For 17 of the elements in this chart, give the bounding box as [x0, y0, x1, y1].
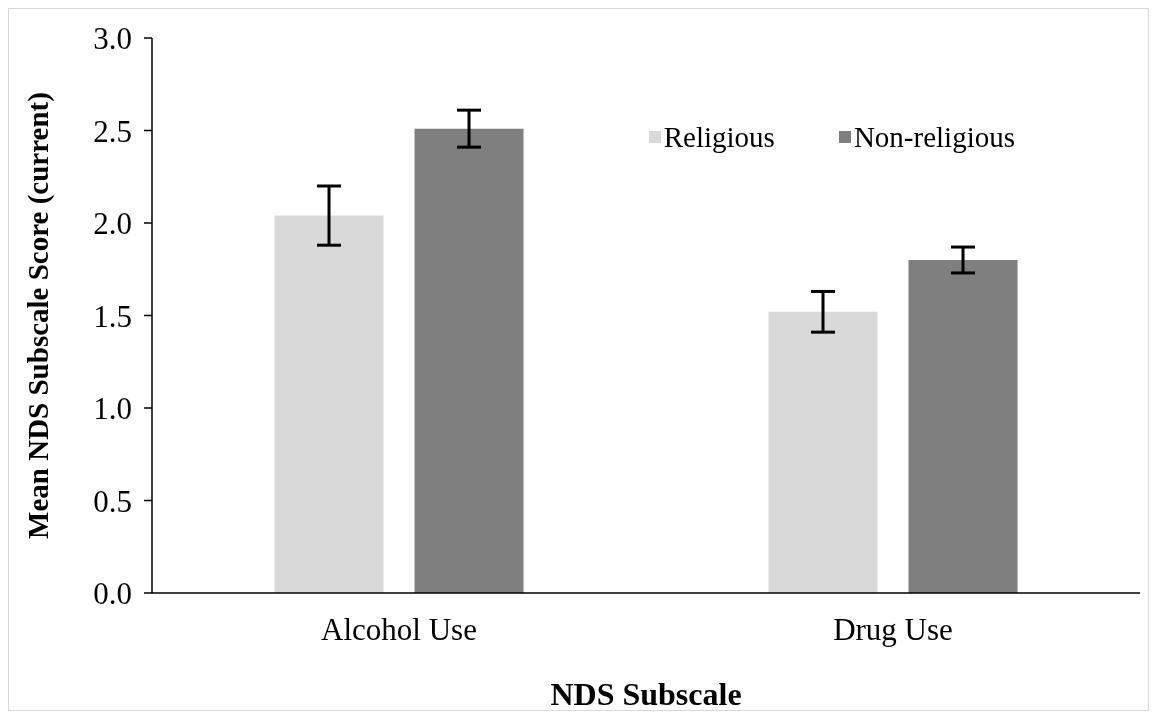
y-tick-label: 1.5	[93, 298, 132, 334]
y-tick-label: 0.0	[93, 576, 132, 612]
bar	[414, 128, 524, 593]
x-tick-label: Drug Use	[833, 612, 953, 648]
y-tick-label: 0.5	[93, 483, 132, 519]
bar	[768, 311, 878, 593]
x-axis-title: NDS Subscale	[550, 676, 742, 712]
bar	[908, 260, 1018, 593]
legend-label: Non-religious	[853, 120, 1015, 155]
bar	[274, 215, 384, 593]
legend-label: Religious	[663, 120, 775, 155]
y-axis-title: Mean NDS Subscale Score (current)	[22, 92, 55, 539]
y-tick-label: 2.0	[93, 206, 132, 242]
x-tick-label: Alcohol Use	[321, 612, 477, 648]
y-tick-label: 3.0	[93, 21, 132, 57]
y-tick-label: 1.0	[93, 391, 132, 427]
y-tick-label: 2.5	[93, 113, 132, 149]
